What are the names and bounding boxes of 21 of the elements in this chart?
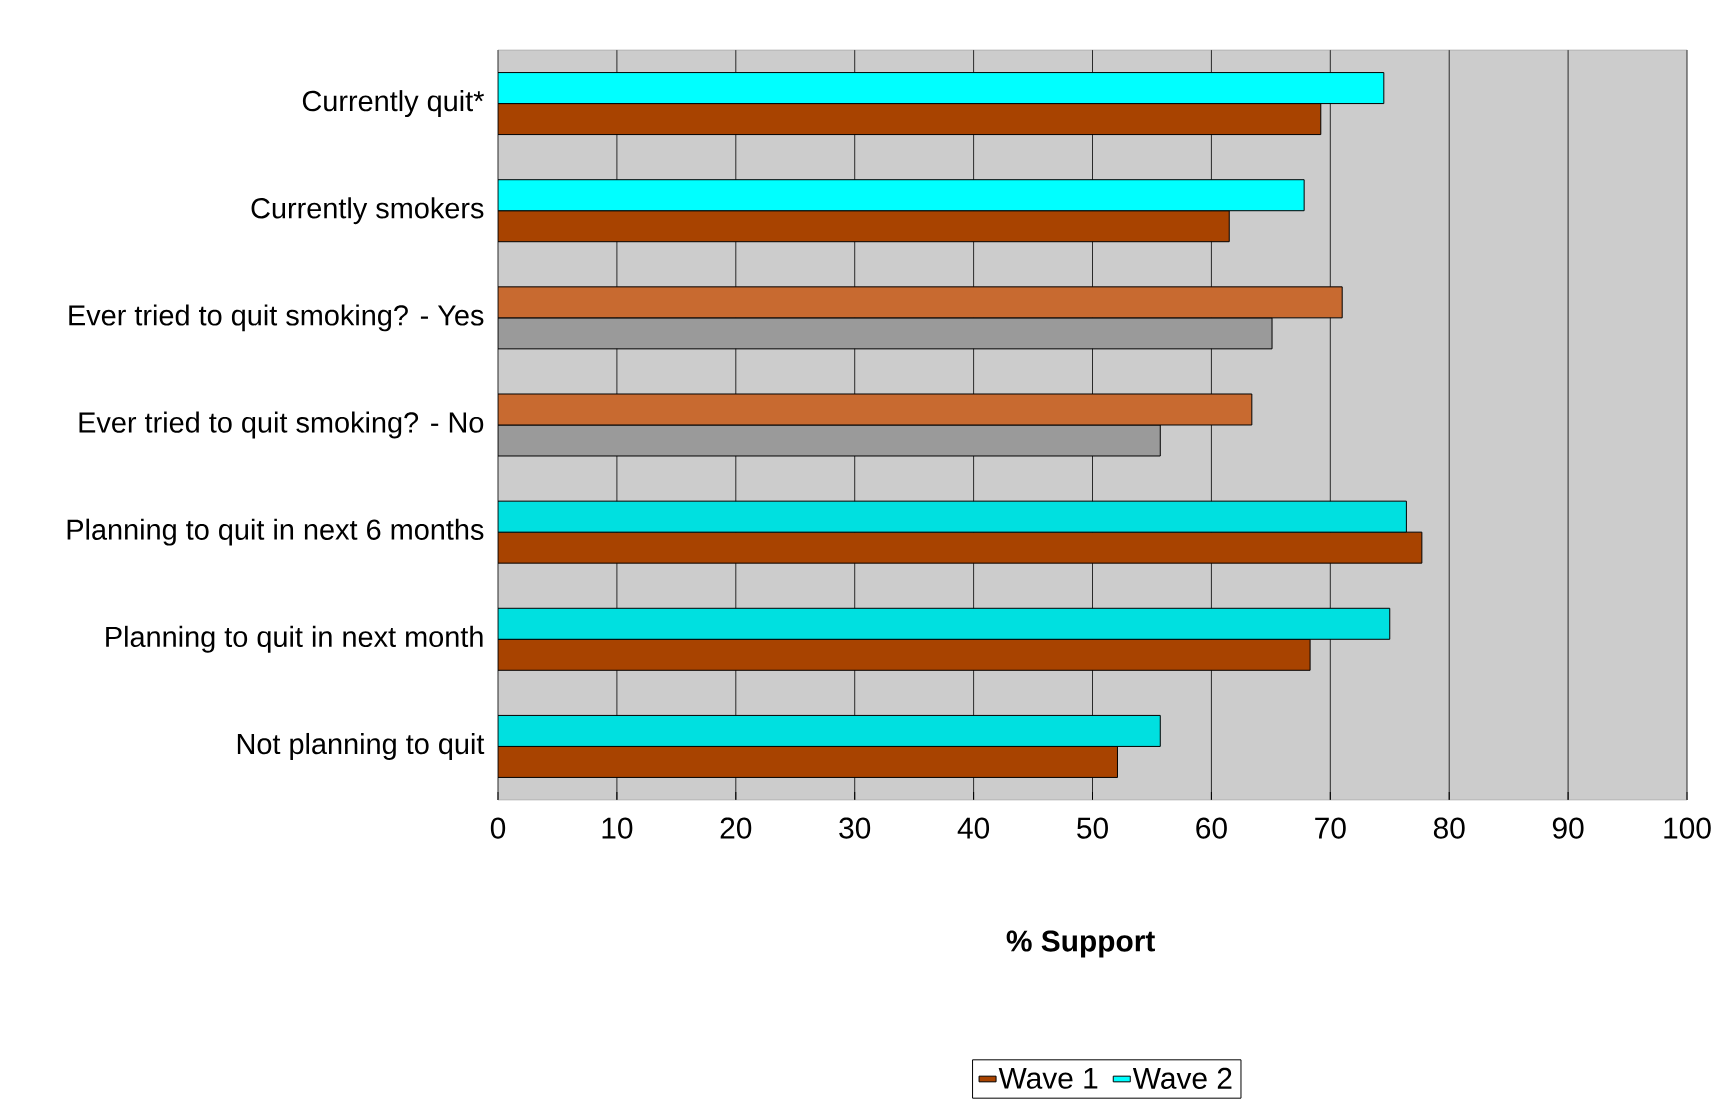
x-tick-label: 100	[1664, 817, 1711, 839]
y-tick-label: Planning to quit in next month	[106, 625, 483, 653]
x-tick-label: 50	[1077, 817, 1108, 839]
x-tick-label: 20	[720, 817, 752, 839]
y-tick-label: Currently quit*	[302, 90, 484, 118]
y-tick-label: Planning to quit in next 6 months	[67, 518, 484, 546]
y-tick-label: Currently smokers	[251, 197, 484, 225]
x-tick-label: 30	[839, 817, 871, 839]
x-tick-label: 60	[1196, 817, 1227, 839]
x-tick-label: 10	[602, 817, 633, 839]
y-tick-label: Not planning to quit	[237, 732, 485, 760]
x-tick-label: 40	[957, 817, 990, 839]
legend-label: Wave 1	[998, 1067, 1098, 1089]
x-tick-label: 70	[1315, 817, 1346, 839]
x-tick-label: 90	[1552, 817, 1584, 839]
y-tick-label: Ever tried to quit smoking? - Yes	[69, 304, 484, 332]
x-tick-label: 80	[1433, 817, 1465, 839]
x-tick-label: 0	[490, 817, 506, 839]
legend-label: Wave 2	[1132, 1067, 1232, 1089]
x-axis-title: % Support	[1006, 930, 1155, 958]
y-tick-label: Ever tried to quit smoking? - No	[79, 411, 484, 439]
